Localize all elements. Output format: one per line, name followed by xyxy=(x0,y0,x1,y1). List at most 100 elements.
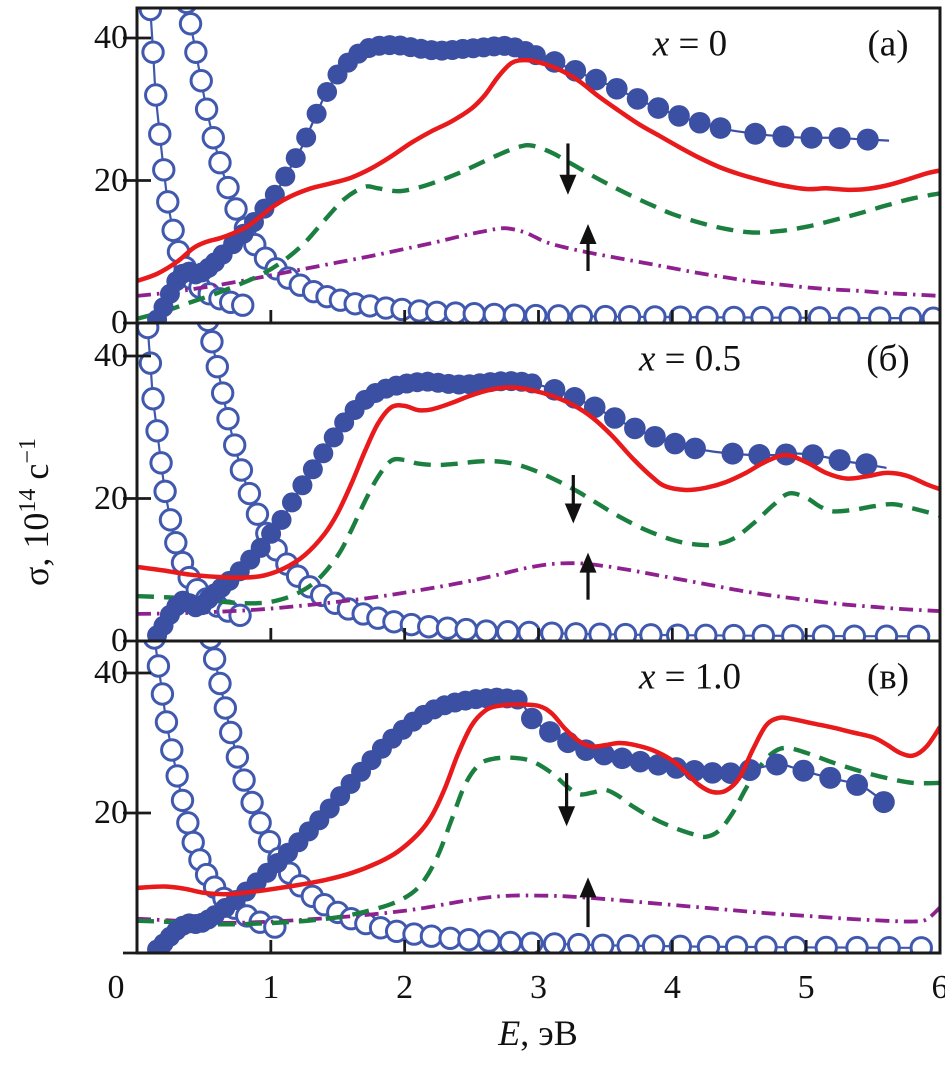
filled-circle-marker xyxy=(856,128,879,151)
filled-circle-marker xyxy=(254,198,275,219)
open-circle-marker xyxy=(778,306,802,322)
up-arrow-head xyxy=(579,552,597,573)
y-tick-label: 0 xyxy=(111,304,128,341)
filled-circle-marker xyxy=(539,721,561,743)
open-circle-marker xyxy=(591,933,615,952)
open-circle-marker xyxy=(154,710,179,734)
filled-circle-marker xyxy=(624,417,646,440)
filled-circle-marker xyxy=(302,459,323,480)
filled-circle-marker xyxy=(313,443,334,464)
filled-circle-marker xyxy=(709,117,732,139)
y-axis-unit-exponent: −1 xyxy=(15,438,41,464)
open-circle-marker xyxy=(176,811,200,835)
panel-v-spin-down-dashed xyxy=(138,745,939,927)
open-circle-marker xyxy=(208,150,232,175)
y-tick-label: 20 xyxy=(94,161,128,199)
filled-circle-marker xyxy=(296,127,317,148)
y-axis-label-main: σ, 10 xyxy=(16,512,56,586)
open-circle-marker xyxy=(153,479,177,504)
open-circle-marker xyxy=(617,305,642,322)
filled-circle-marker xyxy=(603,407,626,429)
open-circle-marker xyxy=(189,69,213,93)
filled-circle-marker xyxy=(611,747,633,770)
filled-circle-marker xyxy=(323,427,344,448)
open-circle-marker xyxy=(868,306,892,322)
filled-circle-marker xyxy=(688,111,711,134)
open-circle-marker xyxy=(152,158,176,182)
x-axis-variable: E xyxy=(498,1013,521,1053)
open-circle-marker xyxy=(201,126,225,150)
filled-circle-marker xyxy=(605,77,628,100)
open-circle-marker xyxy=(158,508,183,532)
filled-circle-marker xyxy=(828,127,851,150)
panel-v-theory-total-solid xyxy=(138,702,939,897)
x-tick-label: 0 xyxy=(107,969,125,1006)
open-circle-marker xyxy=(696,935,721,952)
open-circle-marker xyxy=(161,218,185,243)
open-circle-marker xyxy=(228,603,252,628)
x-tick-label: 6 xyxy=(931,969,945,1006)
panel-b-tag: (б) xyxy=(866,338,910,380)
filled-circle-marker xyxy=(846,773,869,796)
filled-circle-marker xyxy=(317,81,338,102)
open-circle-marker xyxy=(138,351,163,375)
open-circle-marker xyxy=(807,306,832,322)
filled-circle-marker xyxy=(261,523,282,544)
filled-circle-marker xyxy=(521,707,543,730)
open-circle-marker xyxy=(874,624,899,640)
y-axis-label: σ, 1014 с−1 xyxy=(15,438,57,586)
x-tick-label: 3 xyxy=(530,969,547,1006)
x-tick-label: 4 xyxy=(663,969,681,1006)
open-circle-marker xyxy=(906,624,931,640)
open-circle-marker xyxy=(566,932,591,952)
y-axis-exponent: 14 xyxy=(15,488,41,513)
x-tick-label: 2 xyxy=(396,969,414,1006)
open-circle-marker xyxy=(694,623,718,640)
open-circle-marker xyxy=(811,624,836,640)
x-axis-label: E, эВ xyxy=(498,1012,577,1054)
open-circle-marker xyxy=(231,293,255,317)
open-circle-marker xyxy=(216,175,240,200)
open-circle-marker xyxy=(419,924,444,948)
open-circle-marker xyxy=(909,936,933,952)
open-circle-marker xyxy=(145,419,169,443)
filled-circle-marker xyxy=(626,88,649,110)
open-circle-marker xyxy=(245,502,270,526)
open-circle-marker xyxy=(524,303,548,322)
open-circle-marker xyxy=(225,745,250,769)
composition-value: = 0.5 xyxy=(655,338,742,380)
open-circle-marker xyxy=(546,304,571,322)
open-circle-marker xyxy=(724,935,749,952)
composition-value: = 0 xyxy=(669,23,728,65)
open-circle-marker xyxy=(668,934,693,952)
panel-b-frame xyxy=(135,321,942,643)
y-tick-label: 20 xyxy=(94,794,128,831)
open-circle-marker xyxy=(148,122,172,146)
panel-a-tag: (а) xyxy=(867,23,909,65)
open-circle-marker xyxy=(160,738,184,762)
panel-b-spin-up-dashdot xyxy=(138,561,939,616)
panel-a-composition: x = 0 xyxy=(653,23,727,66)
panel-a xyxy=(138,9,939,322)
open-circle-marker xyxy=(542,932,567,952)
filled-circle-marker xyxy=(593,743,615,766)
open-circle-marker xyxy=(156,190,180,214)
open-circle-marker xyxy=(457,928,481,952)
open-circle-marker xyxy=(520,931,544,952)
filled-circle-marker xyxy=(271,509,292,530)
open-circle-marker xyxy=(216,407,240,431)
open-circle-marker xyxy=(474,619,499,640)
up-arrow-head xyxy=(579,223,597,244)
down-arrow-head xyxy=(559,174,577,195)
open-circle-marker xyxy=(240,790,264,815)
y-tick-label: 20 xyxy=(94,479,128,517)
open-circle-marker xyxy=(194,97,219,121)
open-circle-marker xyxy=(205,354,230,379)
open-circle-marker xyxy=(224,197,248,221)
open-circle-marker xyxy=(722,305,746,322)
filled-circle-marker xyxy=(665,757,688,779)
open-circle-marker xyxy=(164,530,188,555)
filled-circle-marker xyxy=(250,537,271,558)
filled-circle-marker xyxy=(819,766,842,789)
